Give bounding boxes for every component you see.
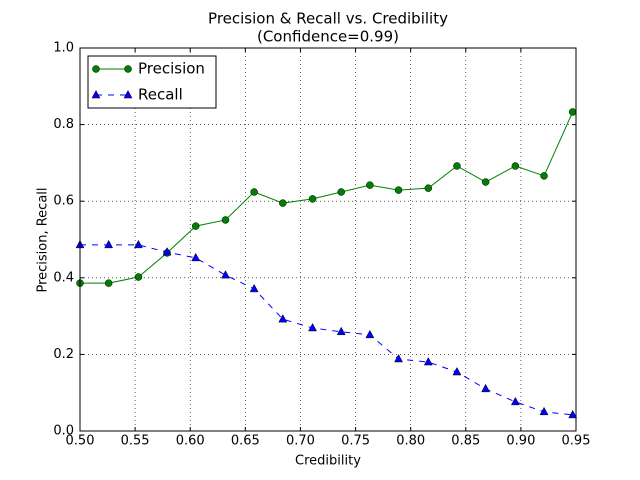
- marker: [308, 195, 317, 203]
- marker: [191, 222, 200, 230]
- marker: [394, 186, 403, 194]
- marker: [250, 188, 258, 196]
- marker: [366, 181, 374, 189]
- x-tick-label: 0.85: [451, 434, 480, 449]
- marker: [104, 239, 114, 249]
- marker: [510, 396, 520, 406]
- x-tick-label: 0.55: [121, 434, 150, 449]
- marker: [249, 283, 259, 293]
- y-axis-label: Precision, Recall: [36, 187, 51, 292]
- x-tick-label: 0.80: [396, 434, 425, 449]
- marker: [568, 108, 577, 116]
- marker: [336, 326, 346, 336]
- marker: [423, 357, 433, 366]
- marker: [424, 184, 433, 192]
- legend-marker: [91, 89, 101, 99]
- marker: [337, 188, 345, 196]
- x-tick-label: 0.70: [286, 434, 315, 449]
- marker: [278, 314, 288, 323]
- marker: [540, 172, 548, 180]
- marker: [104, 279, 113, 287]
- chart-subtitle: (Confidence=0.99): [257, 28, 399, 46]
- marker: [453, 162, 461, 170]
- marker: [452, 366, 462, 376]
- marker: [481, 383, 491, 393]
- marker: [221, 216, 230, 224]
- legend-marker: [124, 65, 132, 73]
- legend-label: Precision: [138, 60, 205, 78]
- legend-marker: [92, 65, 100, 73]
- x-tick-label: 0.60: [176, 434, 205, 449]
- y-tick-label: 0.0: [53, 424, 74, 439]
- marker: [365, 329, 375, 339]
- marker: [162, 247, 172, 256]
- y-tick-label: 0.8: [53, 117, 74, 132]
- y-tick-label: 0.4: [53, 270, 74, 285]
- series-line: [80, 111, 574, 284]
- plot-frame: [79, 47, 577, 432]
- x-tick-label: 0.95: [562, 434, 591, 449]
- legend-box: [87, 55, 217, 109]
- marker: [134, 273, 143, 281]
- y-tick-label: 0.2: [53, 347, 74, 362]
- x-tick-label: 0.90: [506, 434, 535, 449]
- marker: [394, 353, 403, 363]
- y-tick-label: 0.6: [53, 194, 74, 209]
- marker: [191, 252, 201, 262]
- legend-label: Recall: [138, 86, 183, 104]
- x-tick-label: 0.75: [341, 434, 370, 449]
- legend-marker: [123, 89, 133, 99]
- x-tick-label: 0.65: [231, 434, 260, 449]
- y-tick-label: 1.0: [53, 41, 74, 56]
- x-axis-label: Credibility: [295, 454, 361, 469]
- marker: [481, 178, 490, 186]
- marker: [539, 406, 549, 416]
- chart-title: Precision & Recall vs. Credibility: [208, 10, 448, 28]
- marker: [221, 270, 230, 279]
- marker: [511, 162, 520, 170]
- x-tick-label: 0.50: [66, 434, 95, 449]
- marker: [308, 322, 317, 332]
- marker: [134, 239, 143, 249]
- marker: [568, 409, 578, 419]
- marker: [279, 199, 287, 207]
